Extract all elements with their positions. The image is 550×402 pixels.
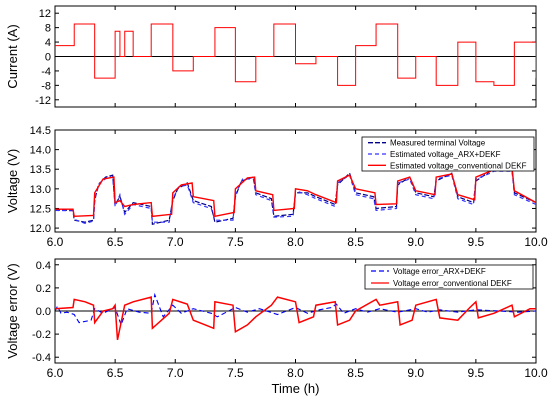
y-tick-label: 12.0 xyxy=(30,223,51,235)
x-tick-label: 7.0 xyxy=(167,235,184,249)
x-tick-label: 9.5 xyxy=(468,366,485,380)
legend-label: Voltage error_conventional DEKF xyxy=(393,279,512,288)
series-group xyxy=(55,166,536,225)
voltage-plot: 12.0 12.5 13.0 13.5 14.0 14.5 6.0 6.5 7.0 7.5 8.0 8… xyxy=(5,125,548,249)
y-tick-label: -12 xyxy=(35,95,51,107)
y-tick-label: 14.5 xyxy=(30,125,51,137)
y-tick-label: 0.2 xyxy=(36,283,51,295)
x-tick-label: 6.0 xyxy=(47,235,64,249)
y-tick-label: 12 xyxy=(39,8,51,20)
x-tick-label: 8.5 xyxy=(347,366,364,380)
y-tick-label: 13.0 xyxy=(30,184,51,196)
x-axis-label: Time (h) xyxy=(272,381,320,396)
legend: Measured terminal Voltage Estimated volta… xyxy=(361,136,535,172)
legend-label: Voltage error_ARX+DEKF xyxy=(393,267,486,276)
y-tick-label: 0.4 xyxy=(36,260,51,272)
y-axis-label: Voltage (V) xyxy=(5,149,20,213)
series-group xyxy=(55,23,536,86)
legend-box xyxy=(364,264,534,290)
y-tick-label: 4 xyxy=(45,37,51,49)
series-group xyxy=(55,292,536,341)
y-tick-label: 13.5 xyxy=(30,164,51,176)
series-line-voltage-error-arx-dekf xyxy=(55,292,536,327)
legend-label: Estimated voltage_conventional DEKF xyxy=(390,161,527,170)
y-tick-label: 0 xyxy=(45,52,51,64)
x-tick-label: 7.5 xyxy=(227,235,244,249)
x-tick-label: 7.5 xyxy=(227,366,244,380)
legend: Voltage error_ARX+DEKF Voltage error_conv… xyxy=(364,264,534,290)
y-tick-label: 14.0 xyxy=(30,145,51,157)
voltage-error-plot: -0.4 -0.2 0.0 0.2 0.4 6.0 6.5 7.0 7.5 8.0 8.5 9.0 9.… xyxy=(5,258,548,396)
y-tick-label: -0.2 xyxy=(32,329,51,341)
series-line-current xyxy=(55,23,536,86)
x-tick-label: 9.0 xyxy=(407,366,424,380)
legend-label: Estimated voltage_ARX+DEKF xyxy=(390,150,501,159)
series-line-estimated-voltage-arx-dekf xyxy=(55,170,536,225)
y-tick-label: -4 xyxy=(41,66,51,78)
x-tick-label: 8.0 xyxy=(287,235,304,249)
x-tick-label: 6.5 xyxy=(107,366,124,380)
x-tick-label: 9.0 xyxy=(407,235,424,249)
x-tick-label: 8.0 xyxy=(287,366,304,380)
legend-label: Measured terminal Voltage xyxy=(390,139,486,148)
x-tick-label: 8.5 xyxy=(347,235,364,249)
current-plot: -12 -8 -4 0 4 8 12 Current (A) xyxy=(5,5,537,108)
y-tick-label: 8 xyxy=(45,23,51,35)
y-tick-label: -8 xyxy=(41,80,51,92)
y-axis-label: Current (A) xyxy=(5,24,20,88)
x-tick-label: 6.0 xyxy=(47,366,64,380)
legend-box xyxy=(361,136,535,172)
x-tick-label: 6.5 xyxy=(107,235,124,249)
x-tick-label: 10.0 xyxy=(524,366,548,380)
y-tick-label: -0.4 xyxy=(32,352,51,364)
y-axis-label: Voltage error (V) xyxy=(5,263,20,358)
series-line-estimated-voltage-conventional-dekf xyxy=(55,166,536,218)
x-tick-label: 7.0 xyxy=(167,366,184,380)
x-tick-label: 9.5 xyxy=(468,235,485,249)
x-tick-label: 10.0 xyxy=(524,235,548,249)
series-line-voltage-error-conventional-dekf xyxy=(55,296,536,341)
y-tick-label: 12.5 xyxy=(30,203,51,215)
y-tick-label: 0.0 xyxy=(36,306,51,318)
